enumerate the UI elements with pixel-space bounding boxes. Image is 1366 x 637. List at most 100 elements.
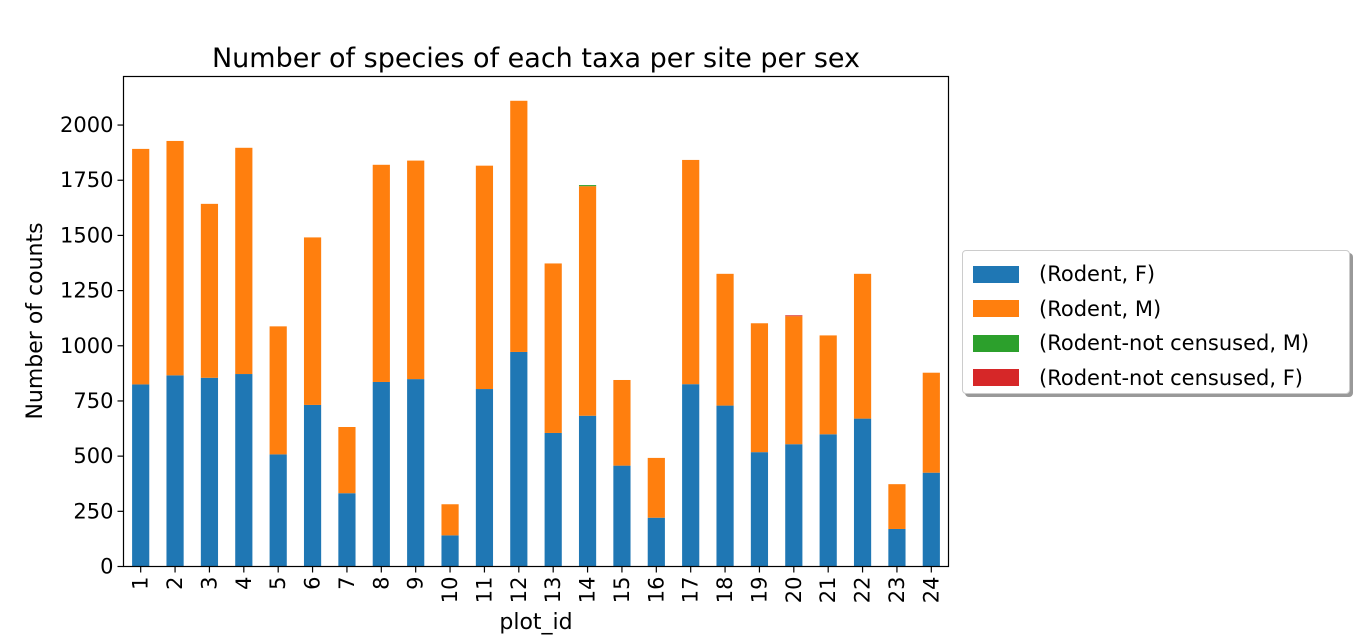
bar-20-series-0 [785,444,803,567]
bar-10-series-0 [441,535,459,567]
y-tick-label: 0 [100,555,113,579]
bar-4-series-1 [235,147,253,375]
bar-17-series-1 [682,159,700,385]
bars-group [132,100,940,567]
x-tick-label: 2 [163,577,187,590]
bar-21-series-0 [819,434,837,567]
legend-item: (Rodent-not censused, M) [973,326,1349,361]
bar-23-series-1 [888,484,906,529]
y-tick-label: 2000 [60,113,113,137]
chart-title: Number of species of each taxa per site … [212,43,860,74]
bar-16-series-0 [647,517,665,567]
bar-24-series-1 [922,372,940,473]
bar-12-series-0 [510,351,528,567]
bar-1-series-1 [132,148,150,385]
x-axis: 1 2 3 4 5 6 7 8 9 10 11 12 13 14 15 16 17 18 19 20 21 22 23 24 [129,566,943,604]
legend-swatch [973,300,1019,318]
bar-2-series-1 [166,140,184,376]
x-tick-label: 18 [713,577,737,604]
x-tick-label: 23 [885,577,909,604]
bar-14-series-0 [578,415,597,567]
plot-frame [122,75,950,568]
x-tick-label: 3 [197,577,221,590]
y-tick-label: 500 [73,444,113,468]
y-tick-label: 1500 [60,223,113,247]
bar-23-series-0 [888,528,906,567]
x-tick-label: 10 [438,577,462,604]
bar-3-series-0 [200,377,219,567]
y-axis: 0 250 500 750 1000 1250 1500 1750 2000 [60,113,124,579]
y-tick-label: 750 [73,389,113,413]
bar-15-series-0 [613,465,631,567]
bar-6-series-1 [303,237,322,405]
bar-2-series-0 [166,375,184,567]
x-tick-label: 15 [610,577,634,604]
legend-label: (Rodent, M) [1039,296,1162,321]
y-tick-label: 1750 [60,168,113,192]
x-tick-label: 22 [851,577,875,604]
bar-14-series-2 [578,185,597,187]
legend-swatch [973,265,1019,283]
legend-item: (Rodent-not censused, F) [973,361,1349,396]
x-axis-label: plot_id [499,610,572,635]
bar-22-series-0 [853,418,872,567]
bar-19-series-1 [750,323,769,453]
x-tick-label: 12 [507,577,531,604]
x-tick-label: 9 [404,577,428,590]
x-tick-label: 7 [335,577,359,590]
x-tick-label: 8 [369,577,393,590]
legend-swatch [973,369,1019,387]
y-tick-label: 1250 [60,279,113,303]
bar-5-series-0 [269,454,287,567]
bar-18-series-0 [716,405,734,567]
x-tick-label: 21 [816,577,840,604]
bar-10-series-1 [441,504,459,536]
legend-label: (Rodent-not censused, M) [1039,331,1310,356]
x-tick-label: 20 [782,577,806,604]
bar-15-series-1 [613,379,631,466]
bar-13-series-0 [544,432,562,567]
x-tick-label: 13 [541,577,565,604]
bar-8-series-0 [372,381,390,567]
bar-4-series-0 [235,374,253,567]
x-tick-label: 24 [919,577,943,604]
bar-7-series-0 [338,493,356,567]
bar-21-series-1 [819,335,837,435]
x-tick-label: 19 [747,577,771,604]
bar-17-series-0 [682,384,700,567]
legend-item: (Rodent, F) [973,257,1349,292]
bar-24-series-0 [922,472,940,567]
bar-5-series-1 [269,326,287,455]
x-tick-label: 11 [472,577,496,604]
legend-label: (Rodent-not censused, F) [1039,365,1303,390]
bar-7-series-1 [338,427,356,494]
x-tick-label: 5 [266,577,290,590]
x-tick-label: 1 [129,577,153,590]
bar-9-series-0 [407,379,425,567]
bar-8-series-1 [372,164,390,382]
bar-3-series-1 [200,203,219,378]
bar-9-series-1 [407,160,425,380]
bar-11-series-1 [475,165,494,390]
legend-item: (Rodent, M) [973,292,1349,327]
bar-19-series-0 [750,452,769,567]
bar-18-series-1 [716,273,734,406]
x-tick-label: 6 [301,577,325,590]
bar-22-series-1 [853,273,872,419]
bar-20-series-3 [785,315,803,317]
bar-11-series-0 [475,389,494,567]
y-axis-label: Number of counts [23,222,48,419]
bar-13-series-1 [544,263,562,433]
bar-14-series-1 [578,186,597,416]
bar-1-series-0 [132,384,150,567]
legend-swatch [973,334,1019,352]
x-tick-label: 16 [644,577,668,604]
legend-label: (Rodent, F) [1039,262,1156,287]
bar-20-series-1 [785,316,803,445]
y-tick-label: 1000 [60,334,113,358]
bar-16-series-1 [647,457,665,518]
x-tick-label: 17 [679,577,703,604]
bar-12-series-1 [510,100,528,352]
legend: (Rodent, F) (Rodent, M) (Rodent-not census… [962,250,1350,394]
